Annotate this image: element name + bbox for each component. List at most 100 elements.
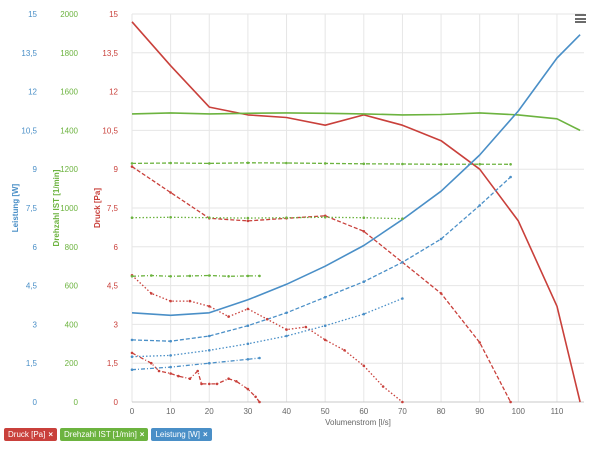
data-point-leistung <box>258 356 261 360</box>
series-line-leistung-12 <box>131 357 260 371</box>
data-point-drehzahl <box>130 275 134 278</box>
data-point-druck <box>246 219 250 223</box>
data-point-druck <box>208 305 211 308</box>
data-point-drehzahl <box>323 162 327 165</box>
legend-item-druck[interactable]: Druck [Pa] × <box>4 428 58 441</box>
data-point-drehzahl <box>188 274 192 278</box>
y-tick-label-leistung: 15 <box>28 10 37 19</box>
y-tick-label-leistung: 13,5 <box>21 49 37 58</box>
data-point-drehzahl <box>439 163 443 166</box>
series-line-leistung-11 <box>131 297 403 358</box>
y-tick-label-leistung: 10,5 <box>21 126 37 135</box>
data-point-leistung <box>401 261 404 264</box>
x-tick-label: 60 <box>359 407 368 416</box>
legend-remove-icon[interactable]: × <box>202 430 208 439</box>
data-point-drehzahl <box>509 163 512 166</box>
series-layer <box>131 21 581 403</box>
data-point-druck <box>304 325 308 329</box>
series-line-drehzahl-6 <box>131 162 511 165</box>
legend: Druck [Pa] × Drehzahl IST [1/min] × Leistu… <box>4 428 212 441</box>
series-line-leistung-10 <box>131 176 512 342</box>
data-point-drehzahl <box>169 275 172 278</box>
data-point-leistung <box>246 324 250 328</box>
y-tick-label-leistung: 0 <box>33 398 38 407</box>
data-point-drehzahl <box>285 161 288 165</box>
data-point-druck <box>323 338 327 342</box>
data-point-leistung <box>439 237 443 241</box>
data-point-druck <box>200 382 203 386</box>
data-point-druck <box>169 372 172 375</box>
data-point-druck <box>509 400 512 404</box>
data-point-drehzahl <box>246 216 250 220</box>
y-tick-label-drehzahl: 1200 <box>60 165 78 174</box>
y-axis-title-leistung: Leistung [W] <box>11 183 20 232</box>
series-line-drehzahl-7 <box>131 216 403 220</box>
data-point-druck <box>381 385 385 388</box>
data-point-druck <box>401 400 404 404</box>
data-point-druck <box>362 230 366 233</box>
data-point-leistung <box>169 339 172 343</box>
data-point-leistung <box>208 334 211 338</box>
data-point-drehzahl <box>150 274 153 277</box>
data-point-leistung <box>323 295 327 299</box>
data-point-drehzahl <box>401 162 404 166</box>
y-tick-label-drehzahl: 0 <box>74 398 79 407</box>
data-point-drehzahl <box>323 216 327 219</box>
data-point-drehzahl <box>227 275 230 278</box>
data-point-druck <box>177 374 180 378</box>
data-point-druck <box>235 380 238 383</box>
legend-label-leistung: Leistung [W] <box>155 430 200 439</box>
series-line-druck-4 <box>131 352 261 403</box>
y-tick-label-druck: 9 <box>114 165 119 174</box>
y-tick-label-drehzahl: 400 <box>65 320 79 329</box>
data-point-drehzahl <box>246 161 250 165</box>
data-point-druck <box>362 364 366 368</box>
data-point-leistung <box>362 280 366 284</box>
legend-label-drehzahl: Drehzahl IST [1/min] <box>64 430 137 439</box>
legend-item-drehzahl[interactable]: Drehzahl IST [1/min] × <box>60 428 149 441</box>
y-tick-label-leistung: 12 <box>28 88 37 97</box>
data-point-drehzahl <box>130 162 134 165</box>
data-point-druck <box>150 361 153 365</box>
x-tick-label: 80 <box>437 407 446 416</box>
x-tick-label: 30 <box>243 407 252 416</box>
series-line-leistung-9 <box>131 34 581 317</box>
data-point-drehzahl <box>208 162 211 165</box>
data-point-druck <box>169 191 172 194</box>
data-point-leistung <box>285 334 288 338</box>
data-point-leistung <box>246 358 250 361</box>
data-point-druck <box>215 382 219 386</box>
x-tick-label: 50 <box>321 407 330 416</box>
data-point-leistung <box>509 175 512 179</box>
legend-label-druck: Druck [Pa] <box>8 430 46 439</box>
legend-remove-icon[interactable]: × <box>139 430 145 439</box>
data-point-drehzahl <box>246 274 250 278</box>
legend-item-leistung[interactable]: Leistung [W] × <box>151 428 212 441</box>
data-point-drehzahl <box>130 216 134 219</box>
data-point-leistung <box>169 354 172 357</box>
menu-icon[interactable] <box>575 14 586 23</box>
legend-remove-icon[interactable]: × <box>48 430 54 439</box>
y-axis-title-druck: Druck [Pa] <box>93 188 102 228</box>
data-point-drehzahl <box>478 162 482 166</box>
data-point-leistung <box>208 349 211 352</box>
x-tick-label: 90 <box>475 407 484 416</box>
y-tick-label-leistung: 3 <box>33 320 38 329</box>
y-tick-label-druck: 0 <box>114 398 119 407</box>
data-point-drehzahl <box>401 217 404 220</box>
data-point-drehzahl <box>169 161 172 165</box>
x-tick-label: 40 <box>282 407 291 416</box>
grid <box>131 13 584 403</box>
data-point-leistung <box>208 361 211 365</box>
x-tick-label: 0 <box>130 407 135 416</box>
series-line-druck-2 <box>131 166 512 403</box>
y-tick-label-druck: 15 <box>109 10 118 19</box>
data-point-drehzahl <box>258 274 261 278</box>
x-tick-label: 20 <box>205 407 214 416</box>
data-point-druck <box>150 292 153 295</box>
y-tick-label-drehzahl: 1600 <box>60 88 78 97</box>
data-point-druck <box>157 369 161 373</box>
data-point-druck <box>208 382 211 386</box>
data-point-leistung <box>246 342 250 346</box>
